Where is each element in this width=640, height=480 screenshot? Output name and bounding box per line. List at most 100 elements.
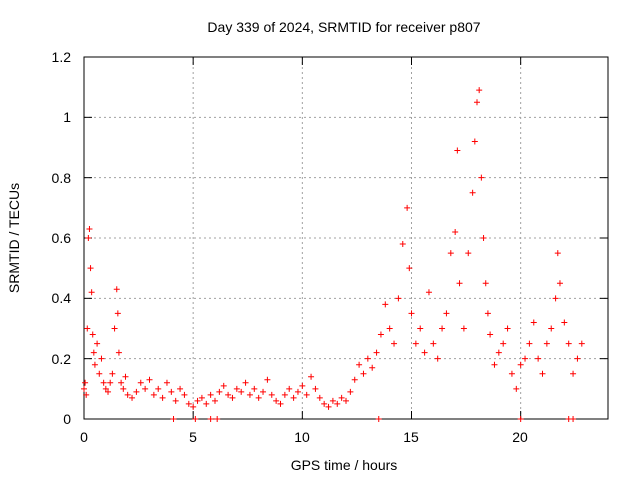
data-point bbox=[539, 370, 546, 377]
data-point bbox=[207, 416, 214, 422]
data-point bbox=[406, 265, 413, 272]
data-point bbox=[85, 235, 92, 241]
data-point bbox=[96, 370, 103, 377]
data-point bbox=[430, 340, 437, 347]
data-point bbox=[452, 228, 459, 235]
x-tick-label: 0 bbox=[80, 429, 88, 445]
data-point bbox=[225, 391, 232, 398]
y-tick-label: 0 bbox=[63, 411, 71, 427]
data-point bbox=[399, 241, 406, 248]
data-point bbox=[91, 361, 98, 368]
data-point bbox=[98, 355, 105, 362]
data-point bbox=[487, 331, 494, 338]
data-point bbox=[548, 325, 555, 332]
data-point bbox=[192, 416, 199, 422]
data-point bbox=[439, 325, 446, 332]
data-point bbox=[233, 385, 240, 392]
data-point bbox=[168, 388, 175, 395]
data-point bbox=[177, 385, 184, 392]
data-point bbox=[347, 388, 354, 395]
data-point bbox=[181, 391, 188, 398]
data-point bbox=[100, 379, 107, 386]
data-point bbox=[273, 397, 280, 404]
data-point bbox=[474, 99, 480, 106]
data-point bbox=[114, 310, 121, 317]
data-point bbox=[412, 340, 419, 347]
data-point bbox=[90, 349, 97, 356]
data-point bbox=[220, 382, 227, 389]
data-point bbox=[316, 394, 323, 401]
data-point bbox=[264, 376, 271, 383]
x-axis-label: GPS time / hours bbox=[291, 457, 398, 473]
data-point bbox=[190, 403, 197, 410]
data-point bbox=[238, 388, 245, 395]
data-point bbox=[469, 189, 476, 196]
data-point bbox=[299, 382, 306, 389]
data-point bbox=[482, 280, 489, 287]
x-tick-label: 5 bbox=[189, 429, 197, 445]
data-point bbox=[194, 397, 201, 404]
x-tick-labels: 0 5 10 15 20 bbox=[80, 429, 528, 445]
data-point bbox=[484, 310, 491, 317]
data-point bbox=[308, 373, 315, 380]
data-point bbox=[500, 340, 507, 347]
data-point bbox=[434, 355, 441, 362]
data-point bbox=[207, 391, 214, 398]
data-point bbox=[286, 385, 293, 392]
data-point bbox=[84, 325, 91, 332]
data-point bbox=[216, 388, 223, 395]
data-point bbox=[120, 385, 127, 392]
data-point bbox=[86, 225, 93, 232]
data-point bbox=[255, 394, 262, 401]
data-point bbox=[115, 349, 122, 356]
data-point bbox=[105, 388, 112, 395]
data-point bbox=[377, 331, 384, 338]
data-point bbox=[386, 325, 393, 332]
data-point bbox=[476, 87, 483, 94]
data-point bbox=[214, 416, 221, 422]
data-point bbox=[294, 388, 301, 395]
data-point bbox=[229, 394, 236, 401]
data-point bbox=[212, 397, 218, 404]
data-point bbox=[163, 379, 170, 386]
data-point bbox=[102, 385, 109, 392]
data-point bbox=[526, 340, 533, 347]
data-point bbox=[570, 370, 577, 377]
data-point bbox=[170, 416, 177, 422]
chart-title: Day 339 of 2024, SRMTID for receiver p80… bbox=[207, 19, 480, 35]
data-point bbox=[155, 385, 162, 392]
data-point bbox=[364, 355, 371, 362]
data-point bbox=[554, 250, 561, 257]
data-point bbox=[425, 289, 432, 296]
data-point bbox=[395, 295, 402, 302]
data-point bbox=[329, 397, 336, 404]
data-point bbox=[325, 403, 332, 410]
data-point bbox=[495, 349, 502, 356]
grid-lines bbox=[83, 56, 608, 420]
data-point bbox=[150, 391, 157, 398]
data-point bbox=[88, 289, 95, 296]
data-point bbox=[574, 355, 581, 362]
data-point bbox=[124, 391, 131, 398]
data-points bbox=[81, 87, 585, 422]
data-point bbox=[109, 370, 116, 377]
data-point bbox=[369, 364, 376, 371]
data-point bbox=[456, 280, 463, 287]
x-tick-label: 20 bbox=[512, 429, 528, 445]
y-tick-label: 1.2 bbox=[52, 49, 72, 65]
data-point bbox=[118, 379, 125, 386]
data-point bbox=[408, 310, 415, 317]
x-tick-label: 15 bbox=[403, 429, 419, 445]
data-point bbox=[89, 331, 96, 338]
data-point bbox=[159, 394, 166, 401]
data-point bbox=[129, 394, 136, 401]
data-point bbox=[447, 250, 454, 257]
data-point bbox=[517, 361, 524, 368]
data-point bbox=[543, 340, 550, 347]
data-point bbox=[391, 340, 398, 347]
data-point bbox=[443, 310, 450, 317]
y-tick-label: 1 bbox=[63, 109, 71, 125]
data-point bbox=[471, 138, 478, 145]
data-point bbox=[513, 385, 520, 392]
